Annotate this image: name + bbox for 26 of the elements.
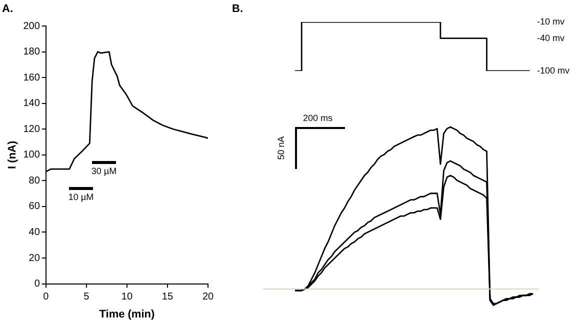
annotation: 10 µM	[68, 192, 94, 202]
y-tick-label: 200	[23, 20, 40, 32]
scale-bar: 200 ms 50 nA	[277, 113, 345, 171]
y-tick-label: 140	[23, 98, 40, 110]
y-tick-label: 100	[23, 150, 40, 161]
y-tick-label: -40 mv	[537, 32, 566, 43]
x-tick-label: 15	[162, 292, 174, 303]
y-tick-label: 180	[23, 46, 40, 58]
chart-title: A.	[2, 3, 13, 15]
x-tick-label: 0	[43, 292, 50, 303]
x-tick-label: 20	[202, 292, 214, 303]
y-tick-label: 160	[23, 72, 40, 84]
x-tick-label: 5	[84, 292, 90, 303]
y-tick-label: 60	[28, 201, 40, 212]
y-tick-label: -100 mv	[537, 65, 570, 76]
y-tick-label: -10 mv	[537, 16, 566, 26]
x-tick-label: 10	[121, 292, 133, 303]
annotation: 30 µM	[91, 166, 117, 176]
y-tick-label: 80	[28, 175, 40, 186]
y-tick-label: 120	[23, 124, 40, 135]
y-tick-label: 20	[28, 252, 40, 264]
y-tick-label: 40	[28, 226, 40, 238]
y-tick-label: 0	[34, 278, 40, 290]
chart-title: B.	[232, 3, 243, 15]
x-axis-title: Time (min)	[99, 308, 155, 320]
y-axis-title: I (nA)	[6, 140, 19, 169]
